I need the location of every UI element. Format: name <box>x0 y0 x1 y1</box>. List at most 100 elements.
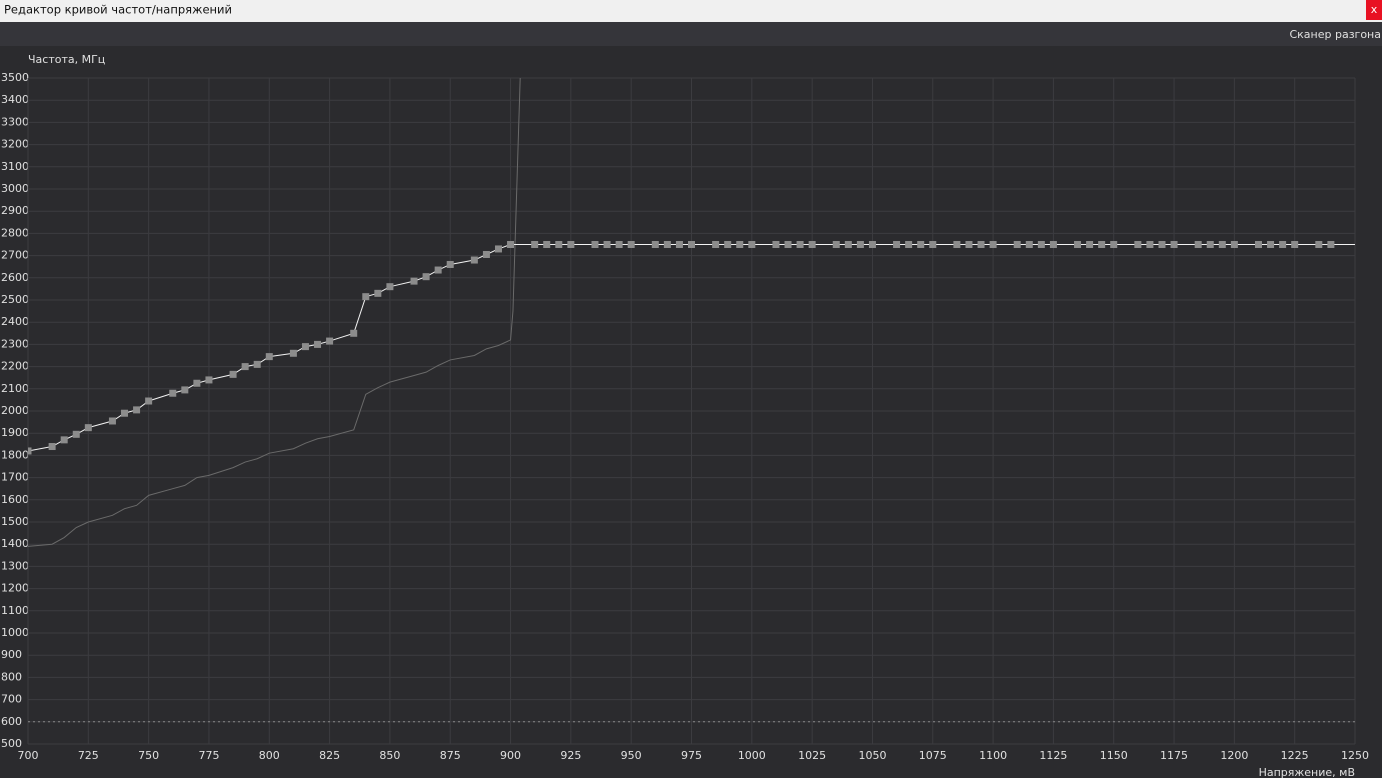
y-tick-label: 1600 <box>1 493 29 506</box>
curve-point <box>977 241 985 248</box>
y-tick-label: 2700 <box>1 249 29 262</box>
curve-point <box>1254 241 1262 248</box>
curve-point <box>1146 241 1154 248</box>
curve-point <box>844 241 852 248</box>
x-tick-label: 1200 <box>1220 749 1248 762</box>
y-tick-label: 2500 <box>1 293 29 306</box>
curve-point <box>1194 241 1202 248</box>
curve-point <box>482 250 490 258</box>
curve-point <box>736 241 744 248</box>
y-tick-label: 500 <box>1 737 22 750</box>
curve-point <box>265 353 273 361</box>
x-tick-label: 1150 <box>1100 749 1128 762</box>
x-tick-label: 1175 <box>1160 749 1188 762</box>
x-tick-label: 925 <box>560 749 581 762</box>
y-tick-label: 2300 <box>1 337 29 350</box>
curve-point <box>108 417 116 425</box>
window-title: Редактор кривой частот/напряжений <box>4 3 232 17</box>
curve-point <box>627 241 635 248</box>
x-tick-label: 975 <box>681 749 702 762</box>
curve-point <box>121 409 129 417</box>
curve-point <box>1218 241 1226 248</box>
curve-point <box>326 337 334 345</box>
curve-point <box>832 241 840 248</box>
curve-point <box>1267 241 1275 248</box>
y-tick-label: 800 <box>1 670 22 683</box>
scanner-button[interactable]: Сканер разгона <box>1289 28 1381 41</box>
curve-point <box>446 260 454 268</box>
y-tick-label: 1100 <box>1 604 29 617</box>
curve-point <box>241 363 249 371</box>
x-tick-label: 1225 <box>1281 749 1309 762</box>
close-button[interactable] <box>1366 0 1382 20</box>
curve-point <box>84 424 92 432</box>
curve-point <box>229 370 237 378</box>
curve-point <box>422 273 430 281</box>
curve-point <box>1327 241 1335 248</box>
curve-point <box>1134 241 1142 248</box>
y-tick-label: 2200 <box>1 360 29 373</box>
curve-point <box>494 245 502 253</box>
curve <box>28 78 521 547</box>
x-tick-label: 700 <box>18 749 39 762</box>
curve-point <box>905 241 913 248</box>
y-tick-label: 600 <box>1 715 22 728</box>
curve-point <box>531 241 539 248</box>
x-tick-label: 800 <box>259 749 280 762</box>
curve-point <box>1291 241 1299 248</box>
y-tick-label: 2000 <box>1 404 29 417</box>
curve-point <box>48 443 56 451</box>
curve-point <box>470 256 478 264</box>
x-tick-label: 1075 <box>919 749 947 762</box>
curve-point <box>675 241 683 248</box>
y-tick-label: 1000 <box>1 626 29 639</box>
curve-point <box>1025 241 1033 248</box>
x-tick-label: 750 <box>138 749 159 762</box>
y-tick-label: 3400 <box>1 93 29 106</box>
curve-point <box>314 340 322 348</box>
toolbar <box>0 22 1382 46</box>
curve-point <box>615 241 623 248</box>
curve-point <box>386 283 394 291</box>
y-tick-label: 900 <box>1 648 22 661</box>
curve-point <box>169 389 177 397</box>
curve-point <box>434 266 442 274</box>
curve-point <box>1098 241 1106 248</box>
plot-area <box>28 78 1355 547</box>
y-tick-label: 2900 <box>1 204 29 217</box>
curve-point <box>1049 241 1057 248</box>
curve-point <box>1170 241 1178 248</box>
curve-point <box>507 241 515 248</box>
curve-point <box>1279 241 1287 248</box>
curve-point <box>555 241 563 248</box>
curve-point <box>362 293 370 301</box>
y-tick-label: 2400 <box>1 315 29 328</box>
curve-point <box>567 241 575 248</box>
curve-point <box>1037 241 1045 248</box>
curve-point <box>796 241 804 248</box>
curve-point <box>193 379 201 387</box>
close-label[interactable]: x <box>1371 3 1378 16</box>
curve-point <box>181 386 189 394</box>
x-tick-label: 1250 <box>1341 749 1369 762</box>
x-tick-label: 1050 <box>858 749 886 762</box>
y-tick-label: 3500 <box>1 71 29 84</box>
x-tick-label: 825 <box>319 749 340 762</box>
curve-point <box>289 349 297 357</box>
curve-point <box>374 289 382 297</box>
curve-point <box>1206 241 1214 248</box>
curve-point <box>712 241 720 248</box>
x-tick-label: 1000 <box>738 749 766 762</box>
curve-point <box>1013 241 1021 248</box>
curve-point <box>748 241 756 248</box>
curve-point <box>784 241 792 248</box>
curve-point <box>253 360 261 368</box>
curve-point <box>28 447 32 455</box>
curve-point <box>868 241 876 248</box>
curve-point <box>1315 241 1323 248</box>
curve-point <box>1230 241 1238 248</box>
y-tick-label: 3200 <box>1 138 29 151</box>
curve-point <box>591 241 599 248</box>
curve-point <box>953 241 961 248</box>
